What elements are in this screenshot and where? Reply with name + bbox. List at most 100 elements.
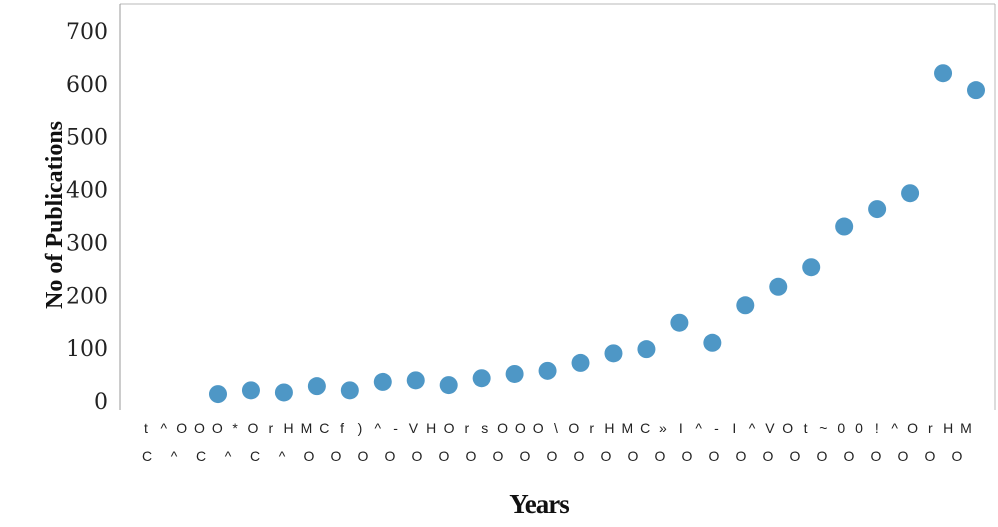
data-points: [209, 64, 985, 404]
data-point: [769, 277, 788, 296]
x-tick-label: O: [925, 448, 936, 464]
x-tick-label: C: [142, 448, 152, 464]
x-tick-label: ^: [374, 420, 381, 436]
x-tick-label: V: [765, 420, 775, 436]
data-point: [835, 217, 854, 236]
data-point: [505, 364, 524, 383]
data-point: [340, 381, 359, 400]
x-tick-label: ^: [891, 420, 898, 436]
x-tick-label: O: [871, 448, 882, 464]
x-tick-label: C: [196, 448, 206, 464]
data-point: [703, 333, 722, 352]
x-tick-label: H: [426, 420, 436, 436]
y-tick-label: 0: [94, 390, 108, 415]
x-tick-label: I: [732, 420, 736, 436]
x-tick-label: O: [439, 448, 450, 464]
x-tick-label: I: [679, 420, 683, 436]
y-axis-title: No of Publications: [42, 121, 68, 309]
x-axis-tick-labels-row2: C ^ C ^ C ^ O O O O O O O O O O O O O O O O O O O O O O O O O: [142, 448, 963, 464]
x-tick-label: O: [248, 420, 259, 436]
data-point: [901, 184, 920, 203]
x-tick-label: O: [817, 448, 828, 464]
x-tick-label: t: [144, 420, 148, 436]
y-tick-label: 600: [66, 73, 108, 98]
data-point: [967, 81, 985, 100]
x-tick-label: r: [589, 420, 594, 436]
x-tick-label: O: [628, 448, 639, 464]
x-tick-label: O: [547, 448, 558, 464]
x-tick-label: H: [604, 420, 614, 436]
data-point: [307, 377, 326, 396]
x-tick-label: O: [412, 448, 423, 464]
x-tick-label: O: [574, 448, 585, 464]
data-point: [868, 200, 887, 219]
data-point: [406, 371, 425, 390]
x-tick-label: -: [393, 420, 398, 436]
x-tick-label: O: [515, 420, 526, 436]
x-tick-label: O: [709, 448, 720, 464]
x-axis-title: Years: [509, 489, 569, 519]
x-tick-label: O: [790, 448, 801, 464]
x-tick-label: O: [682, 448, 693, 464]
y-tick-label: 400: [66, 179, 108, 204]
x-tick-label: O: [763, 448, 774, 464]
x-tick-label: O: [736, 448, 747, 464]
x-tick-label: O: [844, 448, 855, 464]
x-tick-label: O: [898, 448, 909, 464]
x-tick-label: O: [194, 420, 205, 436]
data-point: [571, 353, 590, 372]
data-point: [538, 361, 557, 380]
data-point: [637, 340, 656, 359]
x-tick-label: ): [358, 420, 363, 436]
data-point: [934, 64, 953, 83]
x-tick-label: C: [319, 420, 329, 436]
x-tick-label: \: [554, 420, 558, 436]
x-tick-label: O: [907, 420, 918, 436]
x-tick-label: ^: [749, 420, 756, 436]
x-tick-label: M: [960, 420, 972, 436]
x-tick-label: ^: [225, 448, 232, 464]
data-point: [472, 369, 491, 388]
data-point: [802, 258, 821, 277]
x-tick-label: O: [568, 420, 579, 436]
x-tick-label: 0: [855, 420, 863, 436]
x-tick-label: M: [621, 420, 633, 436]
data-point: [670, 313, 689, 332]
x-tick-label: O: [304, 448, 315, 464]
y-tick-label: 500: [66, 126, 108, 151]
x-tick-label: O: [952, 448, 963, 464]
x-tick-label: ^: [695, 420, 702, 436]
x-tick-label: O: [601, 448, 612, 464]
data-point: [209, 385, 227, 404]
x-tick-label: O: [520, 448, 531, 464]
x-tick-label: M: [301, 420, 313, 436]
x-tick-label: !: [875, 420, 879, 436]
data-point: [439, 376, 458, 395]
x-tick-label: *: [232, 420, 238, 436]
x-tick-label: V: [409, 420, 419, 436]
data-point: [373, 372, 392, 391]
x-tick-label: ^: [279, 448, 286, 464]
x-tick-label: O: [331, 448, 342, 464]
data-point: [274, 383, 293, 402]
x-tick-label: »: [659, 420, 667, 436]
x-tick-label: ^: [171, 448, 178, 464]
x-tick-label: O: [176, 420, 187, 436]
data-point: [241, 381, 260, 400]
x-tick-label: C: [640, 420, 650, 436]
y-tick-label: 200: [66, 284, 108, 309]
x-tick-label: s: [481, 420, 488, 436]
x-tick-label: ~: [819, 420, 827, 436]
y-tick-label: 100: [66, 337, 108, 362]
y-tick-label: 700: [66, 20, 108, 45]
x-tick-label: O: [497, 420, 508, 436]
x-tick-label: O: [466, 448, 477, 464]
x-tick-label: O: [358, 448, 369, 464]
x-tick-label: O: [444, 420, 455, 436]
x-tick-label: O: [493, 448, 504, 464]
x-tick-label: O: [533, 420, 544, 436]
x-tick-label: O: [782, 420, 793, 436]
x-tick-label: H: [284, 420, 294, 436]
